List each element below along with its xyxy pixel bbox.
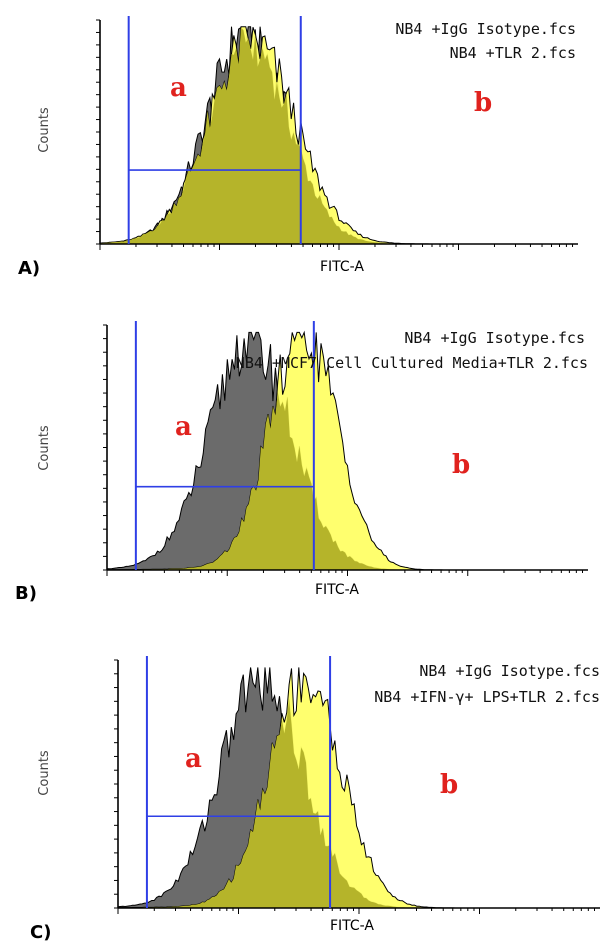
- panel-b-legend-2: NB4 +MCF7 Cell Cultured Media+TLR 2.fcs: [236, 354, 588, 372]
- panel-b-label: B): [15, 583, 37, 604]
- panel-c: Counts FITC-A C) NB4 +IgG Isotype.fcs NB…: [30, 656, 600, 943]
- panel-b-plot: [103, 321, 588, 576]
- panel-a: Counts FITC-A A) NB4 +IgG Isotype.fcs NB…: [18, 16, 578, 279]
- panel-b-xlabel: FITC-A: [315, 582, 359, 598]
- panel-a-region-b: b: [474, 88, 492, 118]
- panel-a-label: A): [18, 258, 40, 279]
- panel-c-plot: [114, 656, 600, 914]
- panel-a-legend-1: NB4 +IgG Isotype.fcs: [395, 20, 576, 38]
- panel-c-legend-2: NB4 +IFN-γ+ LPS+TLR 2.fcs: [374, 688, 600, 706]
- panel-c-xlabel: FITC-A: [330, 918, 374, 934]
- panel-c-region-a: a: [185, 744, 202, 774]
- panel-b: Counts FITC-A B) NB4 +IgG Isotype.fcs NB…: [15, 321, 588, 604]
- panel-b-ylabel: Counts: [37, 425, 52, 471]
- panel-a-legend-2: NB4 +TLR 2.fcs: [450, 44, 576, 62]
- overlap-histogram: [100, 27, 578, 244]
- panel-b-legend-1: NB4 +IgG Isotype.fcs: [404, 329, 585, 347]
- panel-c-region-b: b: [440, 770, 458, 800]
- panel-a-region-a: a: [170, 73, 187, 103]
- panel-c-legend-1: NB4 +IgG Isotype.fcs: [419, 662, 600, 680]
- panel-c-label: C): [30, 922, 51, 943]
- panel-c-ylabel: Counts: [37, 750, 52, 796]
- panel-b-region-b: b: [452, 450, 470, 480]
- panel-a-plot: [96, 16, 578, 250]
- panel-b-region-a: a: [175, 412, 192, 442]
- panel-a-ylabel: Counts: [37, 107, 52, 153]
- panel-a-xlabel: FITC-A: [320, 259, 364, 275]
